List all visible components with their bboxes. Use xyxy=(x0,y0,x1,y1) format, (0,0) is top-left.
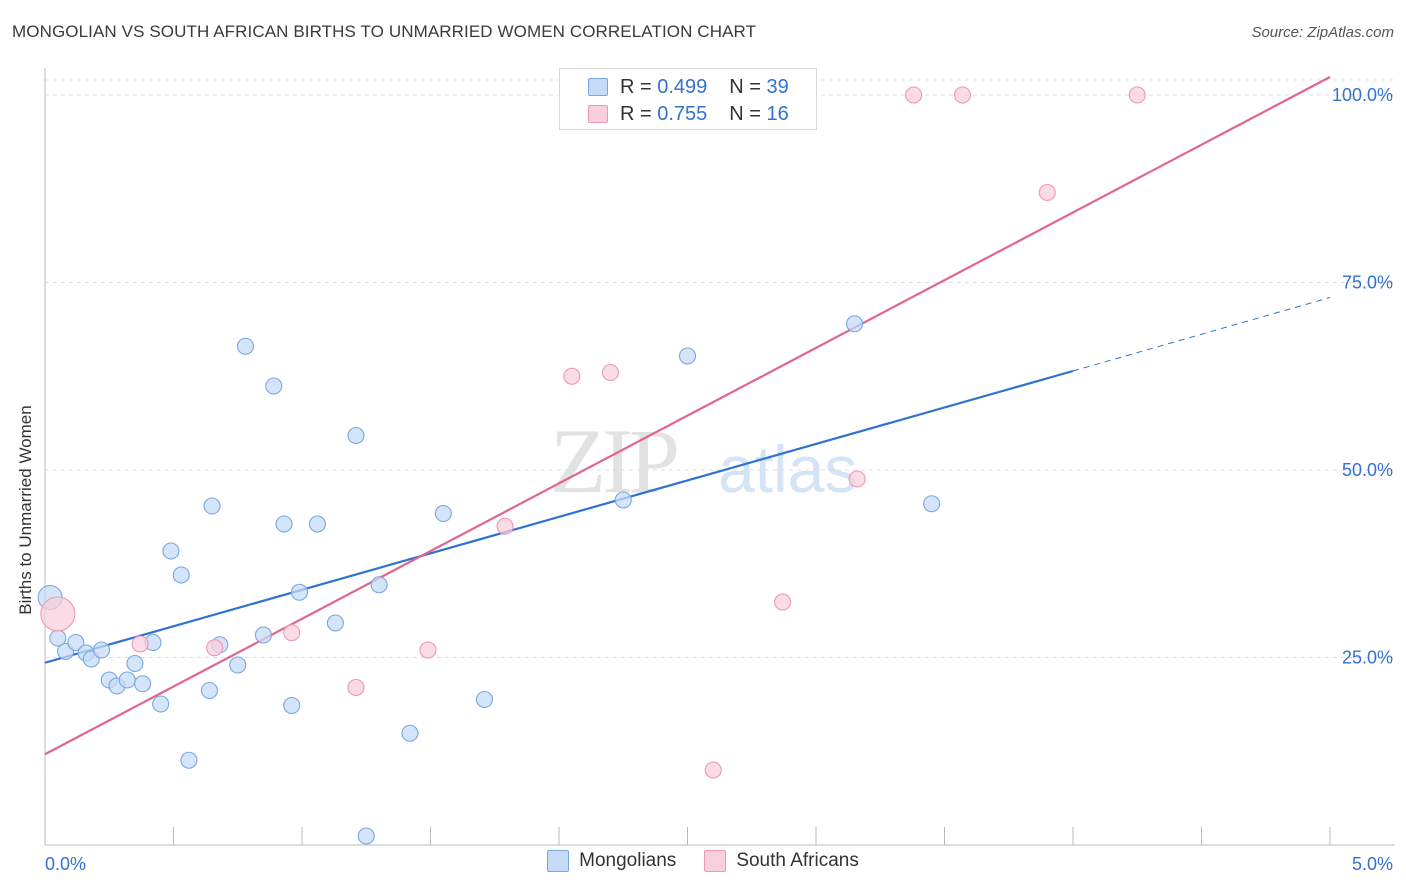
x-tick-label-start: 0.0% xyxy=(45,854,86,874)
n-value-mongolians: 39 xyxy=(766,75,789,98)
trend-line-1 xyxy=(44,76,1331,756)
legend-item-mongolians[interactable]: Mongolians xyxy=(547,850,676,872)
grid-lines xyxy=(45,79,1395,658)
south-africans-point xyxy=(905,86,923,104)
mongolians-point xyxy=(236,337,255,355)
chart-title: MONGOLIAN VS SOUTH AFRICAN BIRTHS TO UNM… xyxy=(12,22,757,41)
trend-extension-0 xyxy=(1072,297,1331,372)
mongolians-point xyxy=(134,675,152,693)
mongolians-point xyxy=(283,696,301,715)
mongolians-point xyxy=(290,583,308,601)
mongolians-point xyxy=(172,566,190,584)
south-africans-point xyxy=(347,678,365,697)
legend-label-south-africans: South Africans xyxy=(736,850,859,871)
mongolians-point xyxy=(370,576,388,594)
south-africans-point xyxy=(496,517,514,535)
legend-label-mongolians: Mongolians xyxy=(579,850,677,871)
mongolians-point xyxy=(275,515,293,533)
mongolians-point xyxy=(265,377,283,395)
south-africans-swatch xyxy=(588,105,608,123)
mongolians-point xyxy=(229,656,247,674)
mongolians-point xyxy=(923,495,941,513)
watermark-zip: ZIP xyxy=(550,410,677,512)
mongolians-point xyxy=(614,491,632,509)
south-africans-point xyxy=(563,367,581,385)
mongolians-legend-swatch xyxy=(547,850,570,872)
n-value-south-africans: 16 xyxy=(766,102,789,125)
data-points xyxy=(37,86,1146,845)
mongolians-point xyxy=(118,671,136,689)
y-tick-label: 75.0% xyxy=(1342,273,1393,293)
tick-labels: 25.0% 50.0% 75.0% 100.0% 0.0% 5.0% xyxy=(45,85,1393,874)
watermark: ZIP atlas xyxy=(550,410,857,512)
r-label: R = xyxy=(620,75,652,98)
south-africans-point xyxy=(774,593,792,611)
mongolians-point xyxy=(434,504,452,523)
legend-item-south-africans[interactable]: South Africans xyxy=(704,850,859,872)
south-africans-point xyxy=(1128,86,1146,104)
y-tick-label: 25.0% xyxy=(1342,648,1393,668)
axes xyxy=(44,68,1395,846)
south-africans-point xyxy=(848,470,866,488)
mongolians-point xyxy=(401,724,419,742)
south-africans-point xyxy=(704,761,722,779)
mongolians-point xyxy=(162,542,180,560)
mongolians-point xyxy=(92,641,111,659)
trend-line-0 xyxy=(44,369,1074,664)
south-africans-point xyxy=(40,596,76,632)
r-label: R = xyxy=(620,102,652,125)
south-africans-point xyxy=(953,86,972,104)
mongolians-point xyxy=(203,497,221,515)
mongolians-point xyxy=(180,751,198,769)
stats-row-south-africans: R = 0.755 N = 16 xyxy=(588,101,789,127)
mongolians-point xyxy=(126,654,144,673)
watermark-atlas: atlas xyxy=(718,432,857,506)
x-tick-label-end: 5.0% xyxy=(1352,854,1393,874)
mongolians-swatch xyxy=(588,78,608,96)
south-africans-point xyxy=(206,639,224,657)
y-tick-label: 50.0% xyxy=(1342,460,1393,480)
south-africans-point xyxy=(419,641,437,659)
mongolians-point xyxy=(357,827,375,845)
mongolians-point xyxy=(845,315,864,333)
mongolians-point xyxy=(200,681,219,700)
n-label: N = xyxy=(729,102,761,125)
series-legend: Mongolians South Africans xyxy=(0,850,1406,872)
mongolians-point xyxy=(254,626,273,644)
mongolians-point xyxy=(308,515,326,533)
y-tick-label: 100.0% xyxy=(1332,85,1393,105)
south-africans-point xyxy=(131,635,149,653)
mongolians-point xyxy=(347,426,365,445)
south-africans-point xyxy=(1038,183,1056,202)
y-axis-label: Births to Unmarried Women xyxy=(16,405,35,615)
mongolians-point xyxy=(67,633,85,652)
mongolians-point xyxy=(678,347,697,365)
stats-row-mongolians: R = 0.499 N = 39 xyxy=(588,74,789,100)
stats-legend: R = 0.499 N = 39 R = 0.755 N = 16 xyxy=(559,68,817,130)
south-africans-point xyxy=(283,624,301,642)
south-africans-point xyxy=(601,363,619,382)
n-label: N = xyxy=(729,75,761,98)
south-africans-legend-swatch xyxy=(704,850,727,872)
mongolians-point xyxy=(326,614,344,632)
source-label: Source: ZipAtlas.com xyxy=(1251,24,1394,41)
mongolians-point xyxy=(475,690,494,709)
r-value-south-africans: 0.755 xyxy=(657,102,708,125)
trend-lines xyxy=(44,76,1331,756)
mongolians-point xyxy=(152,695,170,713)
r-value-mongolians: 0.499 xyxy=(657,75,708,98)
